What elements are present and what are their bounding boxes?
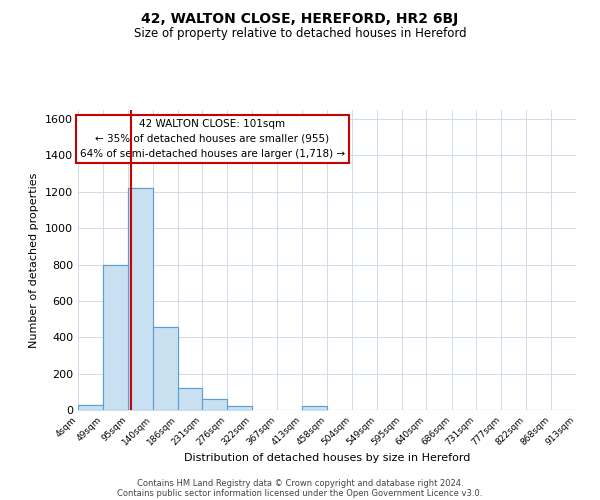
X-axis label: Distribution of detached houses by size in Hereford: Distribution of detached houses by size … [184,452,470,462]
Text: Contains HM Land Registry data © Crown copyright and database right 2024.: Contains HM Land Registry data © Crown c… [137,478,463,488]
Text: 42, WALTON CLOSE, HEREFORD, HR2 6BJ: 42, WALTON CLOSE, HEREFORD, HR2 6BJ [142,12,458,26]
Text: 42 WALTON CLOSE: 101sqm
← 35% of detached houses are smaller (955)
64% of semi-d: 42 WALTON CLOSE: 101sqm ← 35% of detache… [80,119,345,158]
Text: Size of property relative to detached houses in Hereford: Size of property relative to detached ho… [134,28,466,40]
Y-axis label: Number of detached properties: Number of detached properties [29,172,40,348]
Text: Contains public sector information licensed under the Open Government Licence v3: Contains public sector information licen… [118,488,482,498]
